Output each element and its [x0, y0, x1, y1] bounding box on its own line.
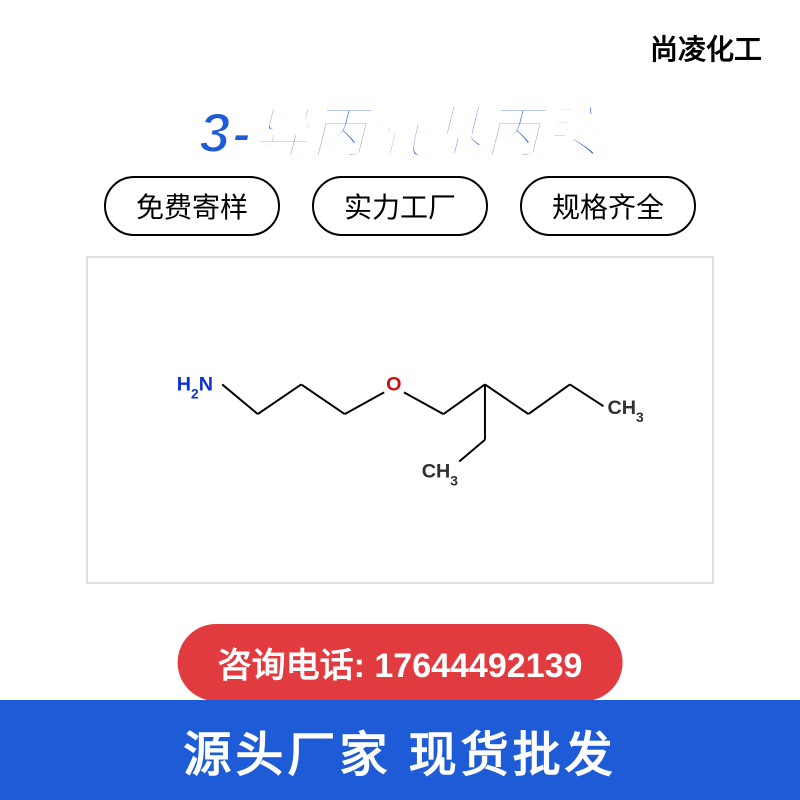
phone-number: 17644492139 — [374, 647, 582, 685]
feature-pill: 免费寄样 — [104, 176, 280, 236]
feature-pill: 实力工厂 — [312, 176, 488, 236]
bottom-slogan-text: 源头厂家 现货批发 — [183, 715, 616, 785]
svg-text:O: O — [386, 373, 401, 395]
bottom-slogan-bar: 源头厂家 现货批发 — [0, 700, 800, 800]
svg-text:CH3: CH3 — [422, 460, 459, 488]
svg-text:CH3: CH3 — [607, 397, 644, 425]
chemical-structure-svg: H2N O CH3 CH3 — [88, 258, 712, 582]
product-title: 3-异丙氧基丙胺 — [0, 88, 800, 169]
feature-pill: 规格齐全 — [520, 176, 696, 236]
feature-pills-row: 免费寄样 实力工厂 规格齐全 — [0, 176, 800, 236]
svg-text:H2N: H2N — [177, 373, 213, 401]
brand-name: 尚凌化工 — [650, 28, 762, 68]
chemical-structure-box: H2N O CH3 CH3 — [86, 256, 714, 584]
phone-label: 咨询电话: — [218, 647, 375, 685]
contact-phone-bar: 咨询电话: 17644492139 — [178, 624, 623, 701]
